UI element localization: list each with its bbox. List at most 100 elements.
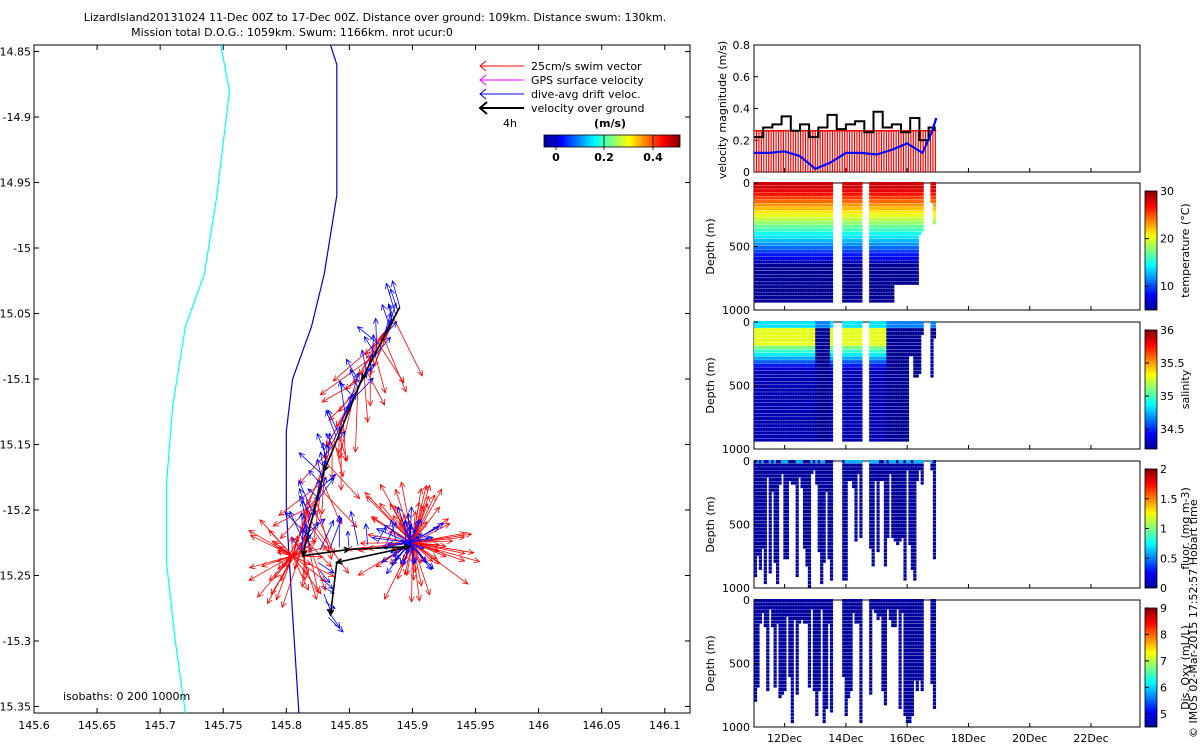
salinity-dot [778, 342, 782, 346]
temperature-dot [780, 199, 785, 204]
temperature-dot [775, 221, 780, 225]
temperature-dot [780, 206, 785, 211]
salinity-dot [854, 406, 858, 410]
temperature-dot [807, 253, 812, 257]
temperature-dot [793, 231, 797, 236]
salinity-dot [775, 417, 780, 421]
fluorescence-dot [788, 474, 792, 478]
salinity-dot [896, 413, 900, 417]
salinity-dot [854, 409, 858, 414]
swim-vector [319, 356, 373, 396]
fluorescence-dot [763, 552, 767, 556]
salinity-dot [768, 353, 772, 357]
fluorescence-dot [768, 474, 772, 478]
fluorescence-dot [783, 506, 787, 510]
temperature-dot [847, 185, 851, 189]
salinity-dot [798, 438, 802, 442]
salinity-dot [820, 409, 824, 414]
fluorescence-dot [756, 516, 760, 521]
temperature-dot [932, 221, 937, 225]
temperature-dot [915, 224, 919, 228]
salinity-dot [761, 420, 765, 424]
temperature-dot [815, 196, 819, 200]
temperature-dot [856, 249, 861, 253]
temperature-dot [802, 224, 807, 228]
salinity-dot [827, 420, 831, 424]
drift-vector [349, 368, 359, 388]
salinity-dot [778, 360, 782, 364]
temperature-dot [768, 267, 772, 271]
salinity-dot [795, 324, 799, 328]
salinity-dot [905, 321, 910, 325]
temperature-dot [905, 231, 910, 236]
temperature-dot [780, 182, 785, 186]
temperature-dot [825, 228, 829, 232]
salinity-dot [915, 324, 919, 328]
temperature-dot [775, 278, 780, 282]
drift-vector [376, 526, 386, 544]
fluorescence-dot [775, 481, 780, 485]
salinity-dot [900, 328, 905, 332]
salinity-dot [854, 356, 858, 360]
salinity-dot [815, 345, 819, 350]
temperature-dot [771, 278, 775, 282]
temperature-dot [822, 299, 826, 303]
temperature-dot [795, 235, 799, 239]
temperature-dot [903, 242, 907, 246]
temperature-dot [871, 185, 875, 189]
temperature-dot [930, 199, 934, 204]
fluorescence-dot [771, 463, 775, 467]
salinity-dot [878, 381, 883, 385]
salinity-dot [788, 367, 792, 371]
temperature-dot [795, 203, 799, 207]
salinity-dot [822, 349, 826, 353]
salinity-dot [785, 360, 789, 364]
temperature-dot [790, 214, 794, 218]
salinity-dot [859, 342, 863, 346]
salinity-dot [888, 420, 892, 424]
temperature-dot [913, 210, 917, 214]
temperature-dot [793, 274, 797, 278]
temperature-dot [820, 206, 824, 211]
salinity-dot [773, 388, 777, 392]
salinity-dot [768, 321, 772, 325]
fluorescence-dot [768, 541, 772, 546]
fluorescence-dot [788, 463, 792, 467]
temperature-dot [763, 235, 767, 239]
salinity-dot [910, 345, 914, 350]
temperature-dot [812, 295, 816, 300]
salinity-dot [790, 342, 794, 346]
temperature-dot [893, 228, 897, 232]
salinity-dot [798, 363, 802, 367]
salinity-dot [844, 338, 848, 343]
temperature-dot [800, 292, 804, 296]
temperature-dot [871, 299, 875, 303]
salinity-dot [827, 321, 831, 325]
salinity-dot [896, 360, 900, 364]
temperature-dot [807, 292, 812, 296]
temperature-dot [878, 224, 883, 228]
salinity-dot [903, 356, 907, 360]
temperature-dot [766, 185, 770, 189]
temperature-dot [788, 182, 792, 186]
temperature-dot [812, 189, 816, 193]
temperature-dot [807, 199, 812, 204]
temperature-dot [910, 185, 914, 189]
temperature-dot [768, 210, 772, 214]
salinity-dot [893, 385, 897, 389]
temperature-dot [802, 249, 807, 253]
temperature-dot [893, 260, 897, 264]
fluorescence-dot [773, 474, 777, 478]
salinity-dot [785, 328, 789, 332]
salinity-dot [881, 335, 885, 339]
temperature-dot [930, 185, 934, 189]
temperature-dot [842, 185, 846, 189]
temperature-dot [869, 242, 873, 246]
temperature-dot [891, 214, 895, 218]
temperature-dot [812, 199, 816, 204]
salinity-dot [775, 395, 780, 399]
drift-vector [409, 542, 433, 571]
salinity-dot [856, 360, 861, 364]
temperature-dot [802, 192, 807, 196]
temperature-dot [788, 285, 792, 289]
